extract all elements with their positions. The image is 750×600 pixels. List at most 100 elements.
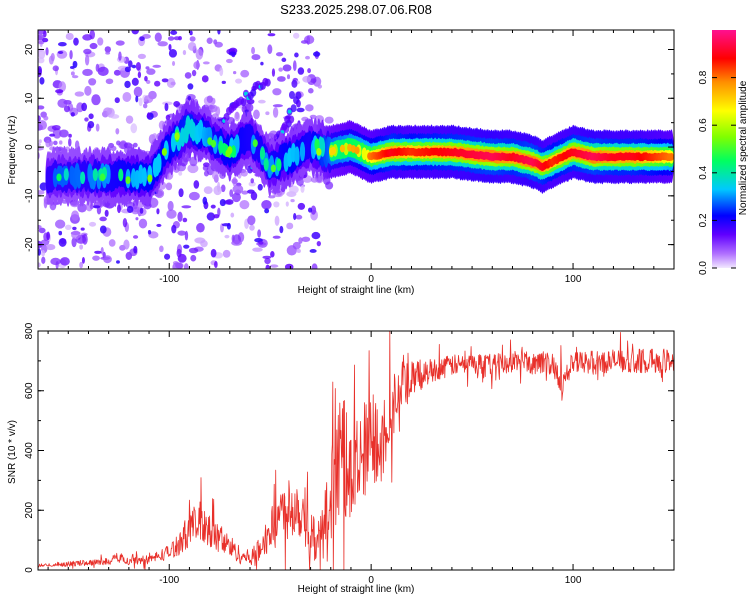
heatmap-noise-blob — [40, 239, 50, 246]
heatmap-scatter-blob — [258, 241, 264, 245]
snr-y-tick-label: 0 — [24, 567, 35, 573]
heatmap-scatter-blob — [156, 223, 162, 227]
heatmap-halo-blob — [110, 145, 117, 152]
heatmap-scatter-blob — [146, 112, 151, 119]
heatmap-noise-blob — [71, 75, 79, 79]
heatmap-noise-blob — [91, 94, 101, 106]
snr-series-line — [38, 331, 674, 570]
heatmap-noise-blob — [298, 237, 303, 244]
heatmap-scatter-blob — [213, 214, 220, 219]
heatmap-scatter-blob — [267, 33, 276, 37]
heatmap-noise-blob — [181, 205, 192, 209]
heatmap-scatter-blob — [171, 224, 177, 234]
heatmap-noise-blob — [63, 105, 71, 113]
heatmap-halo-blob — [324, 116, 334, 124]
heatmap-noise-blob — [301, 236, 311, 242]
heatmap-noise-blob — [142, 103, 148, 109]
heatmap-noise-blob — [154, 32, 162, 43]
heatmap-noise-blob — [240, 69, 250, 78]
heatmap-noise-blob — [296, 248, 301, 253]
heatmap-noise-blob — [71, 210, 80, 221]
heatmap-noise-blob — [300, 185, 305, 193]
heatmap-branch-blob — [288, 90, 295, 99]
heatmap-noise-blob — [65, 32, 74, 41]
heatmap-scatter-blob — [92, 205, 101, 209]
heatmap-noise-blob — [295, 214, 303, 220]
heatmap-ridge-blob — [230, 145, 237, 158]
heatmap-noise-blob — [252, 247, 263, 252]
heatmap-noise-blob — [193, 61, 201, 69]
heatmap-noise-blob — [187, 41, 197, 51]
heatmap-noise-blob — [217, 181, 221, 193]
heatmap-scatter-blob — [57, 42, 67, 47]
heatmap-scatter-blob — [72, 60, 78, 68]
snr-x-tick-label: -100 — [159, 575, 179, 586]
heatmap-noise-blob — [293, 32, 300, 39]
heatmap-scatter-blob — [147, 230, 152, 235]
snr-x-tick-label: 100 — [565, 575, 582, 586]
snr-y-tick-label: 400 — [24, 442, 35, 459]
heatmap-noise-blob — [292, 60, 297, 72]
heatmap-ridge-blob — [343, 142, 349, 156]
heatmap-noise-blob — [166, 209, 177, 219]
heatmap-noise-blob — [64, 224, 72, 230]
heatmap-y-tick-label: -20 — [24, 237, 35, 252]
snr-x-label: Height of straight line (km) — [298, 584, 415, 595]
heatmap-scatter-blob — [70, 112, 75, 117]
heatmap-x-tick-label: 0 — [368, 274, 374, 285]
snr-y-tick-label: 600 — [24, 382, 35, 399]
heatmap-noise-blob — [45, 244, 56, 251]
heatmap-noise-blob — [38, 262, 41, 268]
heatmap-noise-blob — [157, 41, 168, 47]
heatmap-noise-blob — [74, 91, 85, 97]
heatmap-noise-blob — [38, 115, 41, 122]
heatmap-noise-blob — [286, 245, 297, 256]
heatmap-noise-blob — [89, 30, 95, 40]
heatmap-noise-blob — [262, 255, 272, 259]
heatmap-scatter-blob — [225, 199, 234, 205]
heatmap-noise-blob — [57, 98, 68, 108]
heatmap-noise-blob — [95, 123, 100, 132]
heatmap-noise-blob — [219, 67, 224, 77]
heatmap-scatter-blob — [178, 35, 182, 41]
heatmap-scatter-blob — [187, 83, 194, 90]
heatmap-noise-blob — [206, 37, 213, 44]
heatmap-noise-blob — [84, 85, 92, 96]
heatmap-noise-blob — [241, 190, 249, 195]
heatmap-noise-blob — [97, 37, 104, 46]
heatmap-ridge-blob — [76, 169, 82, 189]
heatmap-noise-blob — [282, 64, 292, 72]
heatmap-halo-blob — [231, 178, 238, 184]
heatmap-x-tick-label: 100 — [565, 274, 582, 285]
heatmap-noise-blob — [122, 91, 132, 103]
heatmap-scatter-blob — [202, 196, 208, 205]
chart-title: S233.2025.298.07.06.R08 — [280, 2, 432, 17]
heatmap-noise-blob — [82, 68, 93, 77]
heatmap-scatter-blob — [165, 114, 171, 121]
heatmap-noise-blob — [122, 218, 128, 228]
heatmap-scatter-blob — [164, 253, 171, 260]
heatmap-scatter-blob — [270, 251, 275, 258]
heatmap-scatter-blob — [46, 231, 51, 241]
heatmap-noise-blob — [229, 189, 234, 198]
heatmap-noise-blob — [38, 146, 44, 151]
heatmap-y-label: Frequency (Hz) — [7, 116, 18, 185]
heatmap-ridge-blob — [299, 141, 306, 162]
heatmap-scatter-blob — [187, 95, 192, 101]
heatmap-noise-blob — [144, 95, 154, 104]
heatmap-scatter-blob — [135, 61, 142, 71]
heatmap-halo-blob — [45, 139, 51, 148]
heatmap-scatter-blob — [88, 113, 94, 120]
heatmap-halo-blob — [132, 142, 138, 148]
heatmap-noise-blob — [187, 163, 199, 174]
heatmap-scatter-blob — [42, 37, 49, 43]
heatmap-scatter-blob — [257, 183, 263, 191]
heatmap-scatter-blob — [294, 52, 299, 58]
heatmap-noise-blob — [202, 61, 210, 65]
heatmap-noise-blob — [306, 35, 311, 46]
heatmap-noise-blob — [170, 81, 176, 86]
heatmap-scatter-blob — [38, 66, 42, 75]
heatmap-scatter-blob — [117, 204, 121, 214]
heatmap-scatter-blob — [297, 202, 306, 210]
